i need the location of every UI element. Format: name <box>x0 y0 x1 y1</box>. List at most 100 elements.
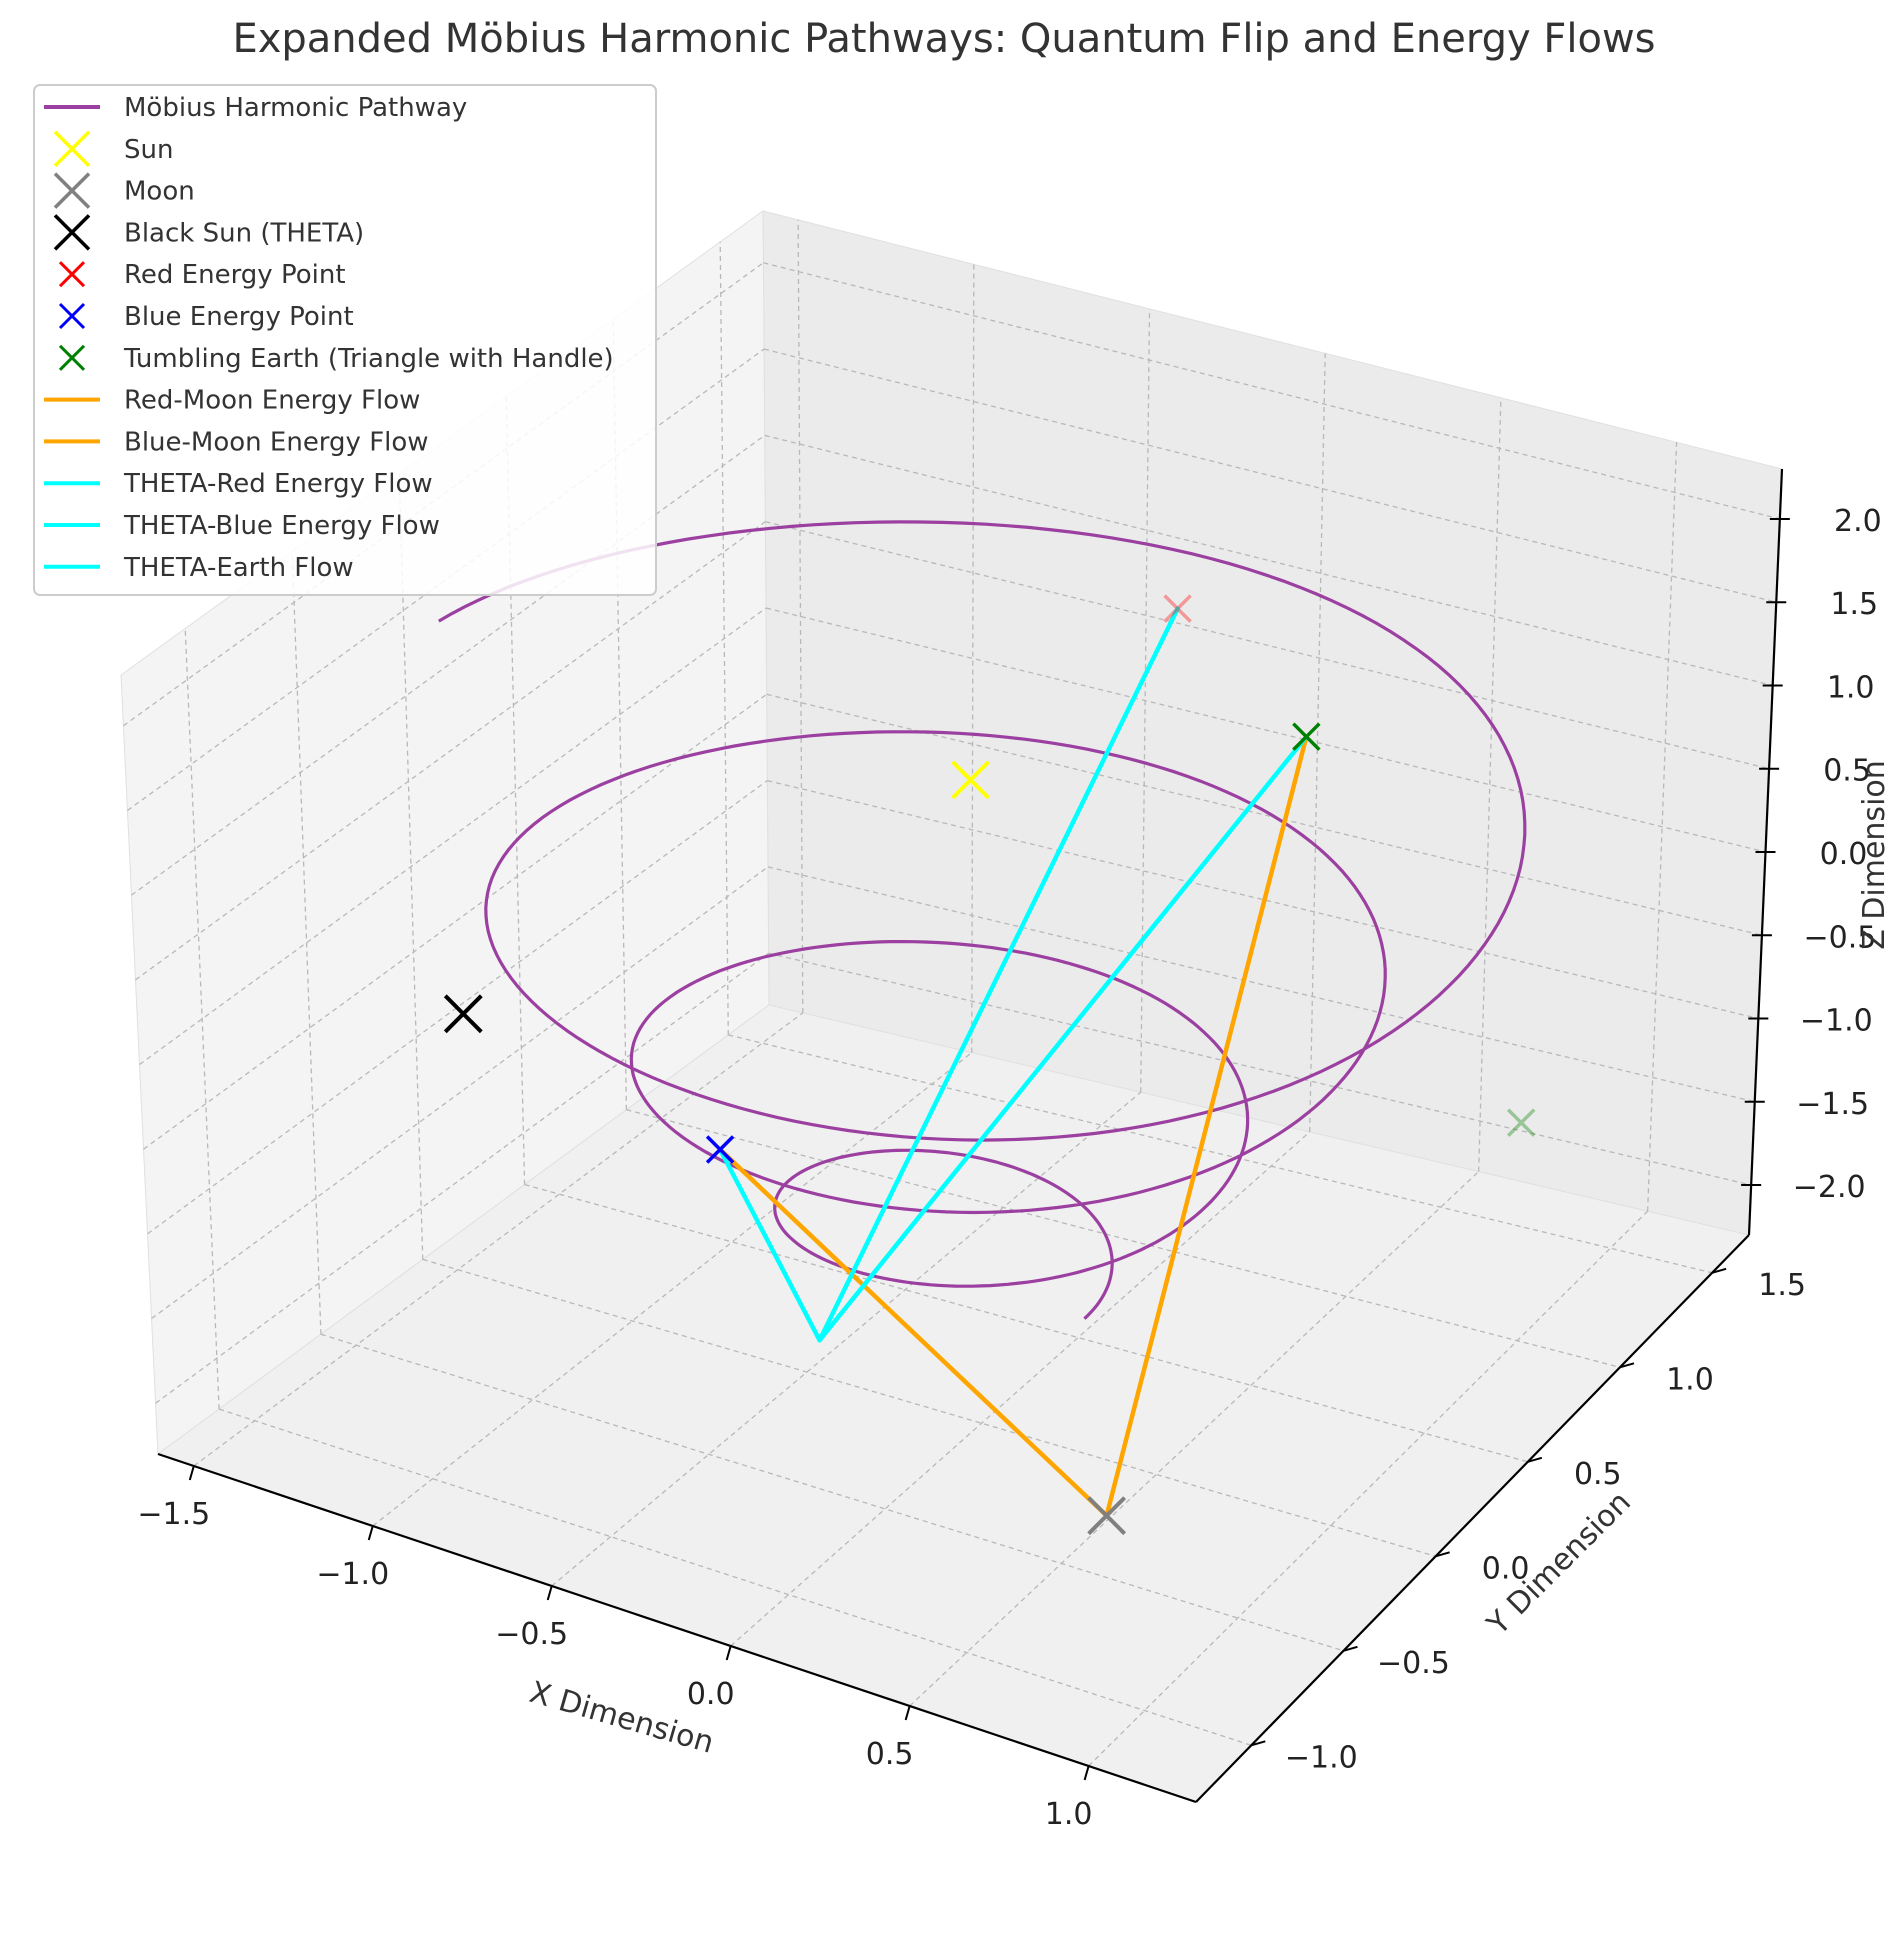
legend-item: Red-Moon Energy Flow <box>44 386 420 416</box>
y-tick-mark <box>1619 1362 1635 1369</box>
x-tick-label: 1.0 <box>1045 1797 1093 1832</box>
marker-stroke <box>1292 722 1321 751</box>
x-gridline-floor <box>909 1171 1480 1707</box>
legend-label: Red Energy Point <box>124 260 346 290</box>
y-gridline-left <box>398 473 424 1260</box>
y-axis-line <box>1195 1234 1750 1803</box>
x-tick-mark <box>1083 1765 1090 1781</box>
legend-item: THETA-Blue Energy Flow <box>44 511 440 541</box>
legend-swatch-marker <box>53 214 91 251</box>
legend-swatch-marker <box>53 130 91 168</box>
legend-item: Moon <box>53 172 195 209</box>
x-tick-label: 0.0 <box>687 1677 735 1712</box>
y-gridline-left <box>291 551 322 1335</box>
legend-frame <box>33 84 657 596</box>
y-gridline-floor <box>422 1258 1436 1557</box>
x-tick-label: −1.0 <box>316 1557 389 1592</box>
legend-label: Möbius Harmonic Pathway <box>124 93 467 123</box>
z-tick-label: −1.0 <box>1800 1004 1873 1039</box>
x-gridline-floor <box>730 1131 1311 1647</box>
legend-swatch-marker <box>58 344 86 371</box>
legend-label: Red-Moon Energy Flow <box>124 386 420 416</box>
z-tick-label: 0.0 <box>1820 837 1868 872</box>
energy-flow-line <box>717 1147 822 1343</box>
z-gridline-back <box>763 262 1781 520</box>
legend-label: Moon <box>124 177 195 207</box>
y-tick-mark <box>1711 1267 1727 1274</box>
z-gridline-back <box>768 952 1752 1186</box>
marker-stroke <box>443 994 483 1034</box>
x-tick-mark <box>188 1465 195 1481</box>
data-point-marker <box>443 994 483 1034</box>
data-point-marker <box>1163 594 1192 623</box>
legend-label: THETA-Earth Flow <box>123 553 354 583</box>
marker-stroke <box>1087 1496 1127 1536</box>
data-point-marker <box>951 760 991 800</box>
x-gridline-back <box>797 219 804 1013</box>
z-gridline-left <box>155 952 769 1404</box>
y-tick-label: −1.0 <box>1285 1740 1358 1775</box>
x-gridline-back <box>1646 442 1678 1212</box>
legend-label: THETA-Blue Energy Flow <box>123 511 440 541</box>
legend-label: Sun <box>124 135 173 165</box>
z-axis-label: Z Dimension <box>1857 760 1888 950</box>
x-tick-mark <box>367 1525 374 1541</box>
energy-flow-line <box>817 606 1180 1343</box>
x-gridline-floor <box>551 1091 1142 1587</box>
energy-flow-line <box>817 734 1309 1343</box>
plot-area <box>438 520 1536 1536</box>
marker-stroke <box>58 344 86 371</box>
marker-stroke <box>1506 1108 1536 1137</box>
tick-labels: −1.5 −1.0 −0.5 0.0 0.5 1.0 −1.0 −0.5 0.0 0.5 1.0 1.… <box>137 504 1881 1832</box>
x-tick-label: 0.5 <box>866 1737 914 1772</box>
y-tick-label: 1.0 <box>1666 1362 1714 1397</box>
legend-swatch-marker <box>53 172 91 209</box>
data-point-marker <box>1087 1496 1127 1536</box>
legend-label: Blue-Moon Energy Flow <box>124 427 429 457</box>
legend-item: Black Sun (THETA) <box>53 214 364 251</box>
z-tick-label: 2.0 <box>1834 504 1882 539</box>
x-tick-mark <box>725 1645 732 1661</box>
y-tick-mark <box>1251 1740 1266 1747</box>
y-gridline-floor <box>218 1408 1252 1746</box>
legend-label: THETA-Red Energy Flow <box>123 469 433 499</box>
data-point-marker <box>1292 722 1321 751</box>
z-gridline-left <box>143 693 768 1150</box>
axes <box>157 468 1790 1804</box>
legend-item: Red Energy Point <box>58 260 346 290</box>
x-axis-line <box>157 1452 1197 1804</box>
data-point-marker <box>705 1135 735 1164</box>
marker-stroke <box>1506 1108 1536 1137</box>
legend-item: Möbius Harmonic Pathway <box>44 93 467 123</box>
legend-item: THETA-Red Energy Flow <box>44 469 433 499</box>
y-gridline-floor <box>626 1109 1621 1368</box>
x-tick-label: −0.5 <box>495 1617 568 1652</box>
z-gridline-back <box>767 866 1755 1103</box>
grid-lines <box>123 219 1781 1767</box>
legend-item: THETA-Earth Flow <box>44 553 354 583</box>
x-gridline-floor <box>193 1012 804 1467</box>
y-gridline-left <box>184 628 220 1410</box>
y-tick-label: 0.0 <box>1482 1551 1530 1586</box>
legend-label: Black Sun (THETA) <box>124 218 364 248</box>
data-point-marker <box>1506 1108 1536 1137</box>
legend: Möbius Harmonic Pathway Sun Moon Black Sun … <box>33 84 657 596</box>
marker-stroke <box>1163 594 1192 623</box>
legend-swatch-marker <box>58 261 86 288</box>
z-gridline-left <box>147 780 768 1235</box>
marker-stroke <box>1163 594 1192 623</box>
y-tick-mark <box>1527 1456 1543 1463</box>
x-gridline-floor <box>372 1052 973 1527</box>
energy-flow-line <box>1104 734 1309 1518</box>
z-gridline-back <box>765 521 1770 770</box>
y-gridline-floor <box>320 1333 1344 1652</box>
x-tick-label: −1.5 <box>137 1497 210 1532</box>
marker-stroke <box>705 1135 735 1164</box>
legend-item: Tumbling Earth (Triangle with Handle) <box>58 344 614 374</box>
y-tick-mark <box>1435 1551 1450 1558</box>
z-gridline-back <box>767 779 1759 1020</box>
marker-stroke <box>58 261 86 288</box>
z-tick-label: 0.5 <box>1823 754 1871 789</box>
y-tick-label: 1.5 <box>1758 1268 1806 1303</box>
marker-stroke <box>951 760 991 800</box>
